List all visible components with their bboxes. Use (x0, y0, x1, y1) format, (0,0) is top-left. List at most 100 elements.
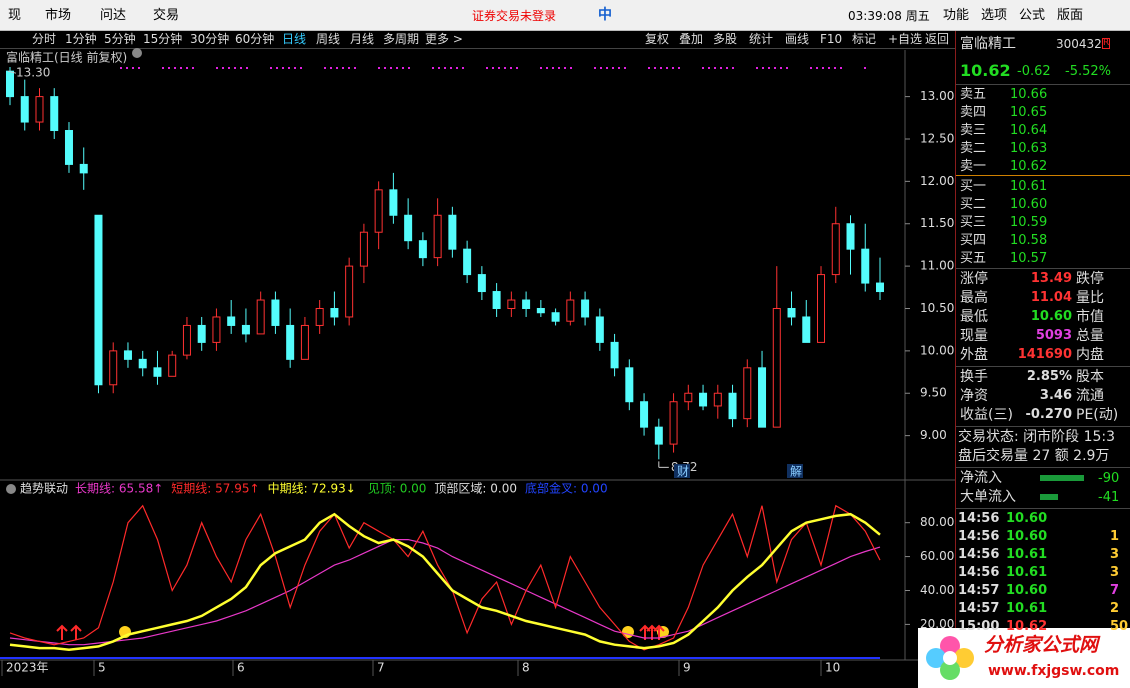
signal-dot (756, 67, 758, 69)
signal-dot (762, 67, 764, 69)
high-label: 13.30 (16, 66, 50, 80)
candle-body (94, 214, 103, 386)
stat-label: 流通 (1076, 388, 1104, 404)
signal-dot (510, 67, 512, 69)
signal-dot (504, 67, 506, 69)
period-tab[interactable]: 周线 (316, 32, 341, 46)
period-tab[interactable]: 多周期 (383, 32, 420, 46)
stat-value: 2.85% (1026, 369, 1072, 384)
period-tab[interactable]: 15分钟 (143, 32, 183, 46)
signal-dot (120, 67, 122, 69)
candle-body (359, 231, 368, 267)
stat-label: 量比 (1076, 290, 1104, 306)
period-tab[interactable]: 1分钟 (65, 32, 97, 46)
signal-dot (342, 67, 344, 69)
candle-body (772, 307, 781, 428)
signal-dot (546, 67, 548, 69)
tool-tab[interactable]: 叠加 (679, 32, 704, 46)
signal-dot (396, 67, 398, 69)
tick-volume: 3 (1110, 547, 1120, 562)
book-price: 10.57 (1010, 251, 1048, 266)
period-tab[interactable]: 更多 > (425, 32, 463, 46)
period-tab[interactable]: 分时 (32, 32, 57, 46)
period-tab[interactable]: 60分钟 (235, 32, 275, 46)
candle-body (418, 240, 427, 259)
menu-item[interactable]: 现 (8, 8, 22, 23)
y-tick-label: 10.00 (920, 343, 954, 357)
book-label: 买三 (960, 215, 987, 230)
tick-time: 14:56 (958, 565, 1000, 580)
tool-tab[interactable]: 返回 (925, 32, 950, 46)
candle-body (64, 130, 73, 165)
candle-body (79, 163, 88, 174)
tool-tab[interactable]: 统计 (749, 32, 774, 46)
period-tab[interactable]: 30分钟 (190, 32, 230, 46)
signal-dot (486, 67, 488, 69)
stat-label: 换手 (960, 369, 988, 385)
flow-value: -90 (1098, 471, 1120, 486)
signal-dot (552, 67, 554, 69)
separator (956, 426, 1130, 427)
chart-title: 富临精工(日线 前复权) (6, 50, 127, 65)
menu-item[interactable]: 公式 (1019, 8, 1046, 23)
x-tick-label: 8 (522, 661, 530, 675)
tool-tab[interactable]: F10 (820, 32, 843, 46)
candle-body (241, 324, 250, 335)
signal-dot (864, 67, 866, 69)
book-label: 卖五 (960, 87, 987, 102)
tool-tab[interactable]: +自选 (888, 32, 923, 46)
stat-value: 5093 (1035, 328, 1072, 343)
flow-label: 净流入 (960, 470, 1002, 486)
signal-dot (768, 67, 770, 69)
stock-code: 300432 (1056, 37, 1102, 51)
signal-dot (612, 67, 614, 69)
indicator-title: 趋势联动 (20, 482, 68, 496)
period-tab[interactable]: 日线 (282, 32, 307, 46)
flow-bar (1040, 494, 1058, 500)
signal-dot (294, 67, 296, 69)
x-tick-label: 7 (377, 661, 385, 675)
signal-dot (840, 67, 842, 69)
candle-body (109, 350, 118, 386)
candle-body (315, 307, 324, 326)
menu-item[interactable]: 功能 (943, 8, 970, 23)
menu-item[interactable]: 版面 (1057, 8, 1084, 23)
candle-body (138, 358, 147, 369)
tick-time: 14:56 (958, 547, 1000, 562)
flow-bar (1040, 475, 1084, 481)
menu-item[interactable]: 市场 (45, 8, 72, 23)
candle-body (536, 307, 545, 314)
signal-dot (600, 67, 602, 69)
watermark-url: www.fxjgsw.com (988, 663, 1120, 679)
stock-name: 富临精工 (960, 36, 1016, 52)
settings-icon[interactable] (132, 48, 142, 58)
signal-dot (180, 67, 182, 69)
candle-body (404, 214, 413, 242)
separator (956, 84, 1130, 85)
tool-tab[interactable]: 标记 (852, 32, 877, 46)
candle-body (477, 274, 486, 293)
menu-item[interactable]: 选项 (981, 8, 1008, 23)
candle-body (640, 401, 649, 428)
period-tab[interactable]: 5分钟 (104, 32, 136, 46)
settings-icon[interactable] (6, 484, 16, 494)
price-change: -0.62 (1017, 64, 1051, 79)
signal-dot (192, 67, 194, 69)
book-price: 10.64 (1010, 123, 1048, 138)
tool-tab[interactable]: 多股 (713, 32, 738, 46)
book-price: 10.63 (1010, 141, 1048, 156)
tool-tab[interactable]: 复权 (645, 32, 670, 46)
stat-value: 3.46 (1039, 388, 1072, 403)
tick-volume: 50 (1110, 619, 1129, 634)
period-tab[interactable]: 月线 (350, 32, 375, 46)
signal-dot (558, 67, 560, 69)
signal-dot (222, 67, 224, 69)
menu-item[interactable]: 交易 (153, 8, 180, 23)
tool-tab[interactable]: 画线 (785, 32, 810, 46)
stat-label: 最高 (960, 290, 988, 306)
menu-item[interactable]: 问达 (100, 8, 127, 23)
candle-body (758, 367, 767, 428)
signal-dot (822, 67, 824, 69)
x-tick-label: 6 (237, 661, 245, 675)
